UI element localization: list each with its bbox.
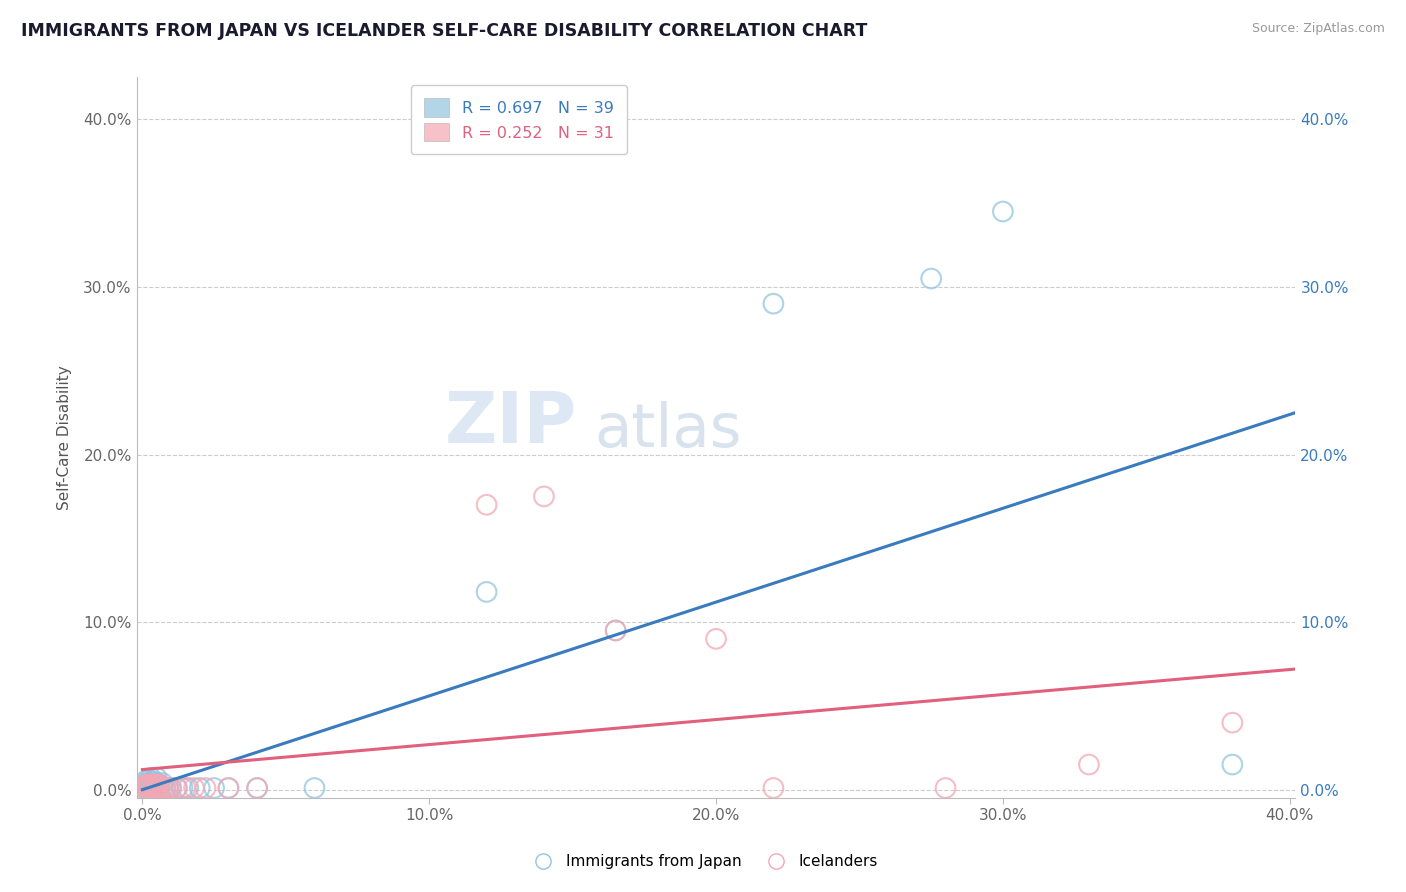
Point: [246, 780, 269, 795]
Point: [605, 624, 627, 638]
Point: [172, 780, 194, 795]
Point: [1220, 757, 1243, 772]
Point: [194, 780, 217, 795]
Legend: Immigrants from Japan, Icelanders: Immigrants from Japan, Icelanders: [522, 848, 884, 875]
Point: [762, 780, 785, 795]
Point: [134, 774, 156, 789]
Point: [920, 271, 942, 285]
Point: [142, 780, 165, 795]
Point: [134, 778, 156, 792]
Point: [142, 778, 165, 792]
Point: [605, 624, 627, 638]
Point: [475, 585, 498, 599]
Point: [136, 780, 159, 794]
Point: [149, 778, 172, 792]
Point: [155, 780, 177, 795]
Point: [136, 772, 159, 787]
Text: atlas: atlas: [595, 401, 742, 460]
Point: [152, 780, 174, 795]
Point: [475, 498, 498, 512]
Point: [991, 204, 1014, 219]
Point: [183, 780, 205, 795]
Point: [145, 780, 167, 795]
Point: [202, 780, 225, 795]
Text: IMMIGRANTS FROM JAPAN VS ICELANDER SELF-CARE DISABILITY CORRELATION CHART: IMMIGRANTS FROM JAPAN VS ICELANDER SELF-…: [21, 22, 868, 40]
Point: [136, 780, 159, 795]
Point: [142, 778, 165, 792]
Point: [145, 778, 167, 792]
Point: [174, 780, 197, 795]
Point: [217, 780, 239, 795]
Text: ZIP: ZIP: [444, 389, 576, 458]
Point: [1077, 757, 1099, 772]
Point: [177, 780, 200, 795]
Point: [217, 780, 239, 795]
Point: [134, 778, 156, 792]
Point: [704, 632, 727, 646]
Point: [188, 780, 211, 795]
Point: [139, 774, 162, 789]
Point: [139, 771, 162, 785]
Point: [142, 774, 165, 789]
Point: [304, 780, 326, 795]
Point: [132, 780, 155, 795]
Point: [160, 780, 183, 795]
Point: [134, 780, 156, 795]
Point: [246, 780, 269, 795]
Point: [149, 780, 172, 795]
Point: [149, 780, 172, 795]
Point: [157, 780, 180, 795]
Text: Source: ZipAtlas.com: Source: ZipAtlas.com: [1251, 22, 1385, 36]
Point: [145, 771, 167, 785]
Point: [142, 780, 165, 795]
Point: [134, 780, 156, 795]
Point: [139, 780, 162, 795]
Point: [145, 776, 167, 790]
Point: [160, 780, 183, 795]
Point: [136, 778, 159, 792]
Point: [139, 780, 162, 795]
Point: [155, 780, 177, 795]
Point: [762, 296, 785, 310]
Point: [132, 780, 155, 795]
Point: [166, 780, 188, 795]
Point: [1220, 715, 1243, 730]
Point: [145, 780, 167, 795]
Point: [533, 490, 555, 504]
Legend: R = 0.697   N = 39, R = 0.252   N = 31: R = 0.697 N = 39, R = 0.252 N = 31: [411, 86, 627, 154]
Point: [149, 778, 172, 792]
Point: [152, 776, 174, 790]
Y-axis label: Self-Care Disability: Self-Care Disability: [58, 366, 72, 510]
Point: [136, 776, 159, 790]
Point: [166, 780, 188, 795]
Point: [136, 780, 159, 795]
Point: [934, 780, 956, 795]
Point: [152, 780, 174, 795]
Point: [139, 778, 162, 792]
Point: [139, 778, 162, 792]
Point: [157, 780, 180, 795]
